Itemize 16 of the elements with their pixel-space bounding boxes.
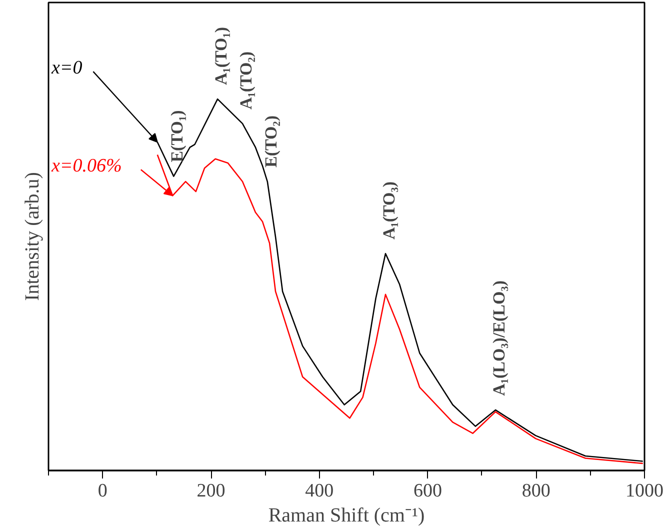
annotation: A₁(TO₃): [380, 181, 399, 240]
annotation: A₁(TO₁): [212, 26, 231, 86]
x-tick-label: 600: [414, 480, 442, 502]
annotation: A₁(LO₃)/E(LO₃): [490, 280, 509, 396]
x-tick-label: 1000: [626, 480, 664, 502]
series-label: x=0.06%: [50, 155, 122, 176]
annotation: E(TO₂): [261, 115, 280, 168]
y-axis-title: Intensity (arb.u): [22, 172, 44, 301]
x-tick-label: 0: [98, 480, 108, 502]
x-axis-title: Raman Shift (cm⁻¹): [268, 504, 425, 526]
x-tick-label: 800: [522, 480, 550, 502]
x-tick-label: 200: [196, 480, 226, 502]
annotation: E(TO₁): [168, 110, 187, 162]
x-tick-label: 400: [305, 480, 334, 502]
text: x=0: [50, 57, 83, 78]
annotation: A₁(TO₂): [236, 51, 256, 110]
